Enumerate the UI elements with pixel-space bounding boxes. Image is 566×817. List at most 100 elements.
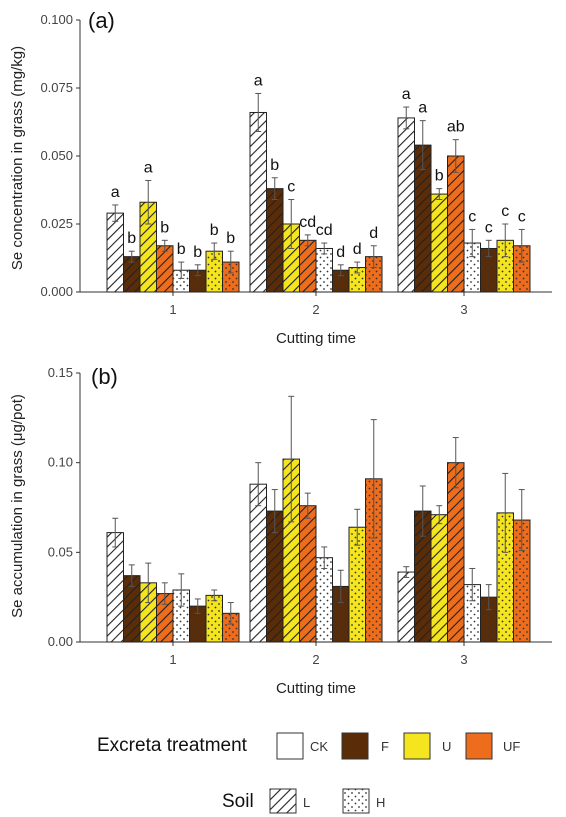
bar-pattern: [365, 256, 382, 292]
panel-a-label: (a): [88, 8, 115, 33]
significance-letter: b: [226, 230, 235, 247]
significance-letter: c: [501, 203, 509, 220]
y-tick-label: 0.050: [40, 148, 73, 163]
y-tick-label: 0.15: [48, 365, 73, 380]
bar-pattern: [431, 194, 448, 292]
bar-pattern: [332, 270, 349, 292]
bar-pattern: [464, 243, 481, 292]
bar-pattern: [431, 514, 448, 642]
panel-a-xlabel: Cutting time: [276, 330, 356, 347]
bar-pattern: [266, 188, 283, 292]
significance-letter: a: [254, 72, 263, 89]
significance-letter: a: [402, 86, 411, 103]
panel-b-plot: 0.00 0.05 0.10 0.15 1 2 3: [48, 365, 552, 667]
panel-b-label: (b): [91, 364, 118, 389]
legend-label-u: U: [442, 739, 451, 754]
y-tick-label: 0.05: [48, 544, 73, 559]
panel-a-ylabel: Se concentration in grass (mg/kg): [9, 46, 26, 270]
legend-swatch-uf: [465, 732, 493, 760]
y-tick-label: 0.075: [40, 80, 73, 95]
significance-letter: cd: [316, 222, 333, 239]
significance-letter: b: [193, 244, 202, 261]
legend-treatment: Excreta treatment CK F U UF: [97, 732, 520, 760]
bar-pattern: [349, 527, 366, 642]
bar-pattern: [464, 584, 481, 642]
bar-pattern: [140, 582, 157, 642]
significance-letter: c: [468, 208, 476, 225]
significance-letter: b: [270, 157, 279, 174]
bar-pattern: [316, 557, 333, 642]
bar-pattern: [222, 262, 239, 292]
y-tick-label: 0.00: [48, 634, 73, 649]
significance-letter: ab: [447, 119, 465, 136]
significance-letter: b: [160, 219, 169, 236]
significance-letter: d: [353, 241, 362, 258]
bar-pattern: [222, 613, 239, 642]
legend-label-uf: UF: [503, 739, 520, 754]
significance-letter: d: [369, 225, 378, 242]
bar-pattern: [299, 240, 316, 292]
bar-pattern: [316, 248, 333, 292]
bar-pattern: [349, 267, 366, 292]
legend-label-ck: CK: [310, 739, 328, 754]
bar-pattern: [299, 505, 316, 642]
panel-b: (b) Se accumulation in grass (μg/pot) Cu…: [9, 364, 552, 697]
significance-letter: b: [127, 230, 136, 247]
bar-pattern: [250, 484, 267, 642]
significance-letter: d: [336, 244, 345, 261]
significance-letter: c: [485, 219, 493, 236]
panel-a: (a) Se concentration in grass (mg/kg) Cu…: [9, 8, 552, 347]
bar-pattern: [189, 270, 206, 292]
bar-pattern: [447, 156, 464, 292]
bar-pattern: [123, 575, 140, 642]
bar-pattern: [123, 256, 140, 292]
significance-letter: c: [518, 208, 526, 225]
legend-label-h: H: [376, 795, 385, 810]
legend-label-f: F: [381, 739, 389, 754]
legend-soil-title: Soil: [222, 791, 254, 812]
legend-swatch-ck: [276, 732, 304, 760]
legend-swatch-soil-l: [269, 788, 297, 814]
bar-pattern: [398, 117, 415, 292]
bar-pattern: [497, 240, 514, 292]
x-tick-label: 3: [460, 652, 467, 667]
bar-pattern: [480, 597, 497, 642]
bar-pattern: [497, 512, 514, 642]
bar-pattern: [332, 586, 349, 642]
x-tick-label: 2: [312, 302, 319, 317]
y-tick-label: 0.025: [40, 216, 73, 231]
bar-pattern: [480, 248, 497, 292]
significance-letter: a: [418, 100, 427, 117]
legend-treatment-title: Excreta treatment: [97, 735, 248, 756]
bar-pattern: [173, 270, 190, 292]
bar-pattern: [250, 112, 267, 292]
bar-pattern: [398, 572, 415, 642]
bar-pattern: [414, 511, 431, 642]
legend-swatch-f: [341, 732, 369, 760]
bar-pattern: [447, 462, 464, 642]
panel-b-ylabel: Se accumulation in grass (μg/pot): [9, 394, 26, 618]
bar-pattern: [107, 532, 124, 642]
y-tick-label: 0.100: [40, 12, 73, 27]
bar-pattern: [414, 145, 431, 292]
y-tick-label: 0.10: [48, 455, 73, 470]
legend-soil: Soil L H: [222, 788, 385, 814]
legend-swatch-soil-h: [342, 788, 370, 814]
legend-swatch-u: [403, 732, 431, 760]
significance-letter: b: [210, 222, 219, 239]
significance-letter: a: [144, 159, 153, 176]
y-tick-label: 0.000: [40, 284, 73, 299]
significance-letter: c: [287, 179, 295, 196]
bar-pattern: [156, 245, 173, 292]
significance-letter: b: [435, 168, 444, 185]
bar-pattern: [173, 589, 190, 642]
significance-letter: b: [177, 241, 186, 258]
bar-pattern: [266, 511, 283, 642]
bar-pattern: [283, 459, 300, 642]
bar-pattern: [107, 213, 124, 292]
bar-pattern: [189, 606, 206, 642]
significance-letter: a: [111, 184, 120, 201]
bar-pattern: [513, 520, 530, 642]
